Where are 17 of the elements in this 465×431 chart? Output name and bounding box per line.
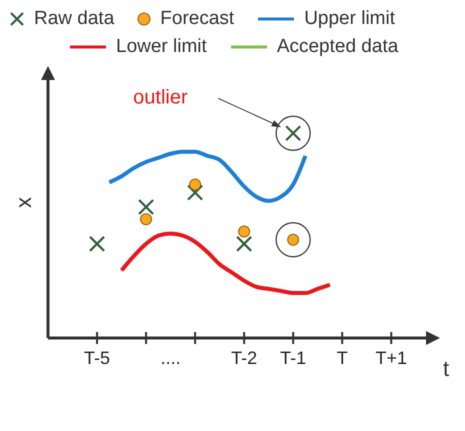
x-tick-label: T-1 [280,348,306,368]
x-tick-label: T [336,348,348,368]
x-tick-label: T+1 [375,348,407,368]
legend-label: Forecast [160,8,234,30]
legend-label: Upper limit [304,8,396,30]
legend-label: Lower limit [116,36,207,58]
text: outlier [133,86,188,108]
x-tick-label: T-5 [84,348,110,368]
x-tick-label: T-2 [231,348,258,368]
y-axis-title: x [10,197,36,208]
point [189,178,202,190]
legend-label: Accepted data [276,36,398,58]
x-tick-label: .... [160,348,181,368]
point [140,213,152,226]
x-axis-title: t [442,356,450,381]
point [238,226,250,238]
legend-label: Raw data [34,8,114,30]
